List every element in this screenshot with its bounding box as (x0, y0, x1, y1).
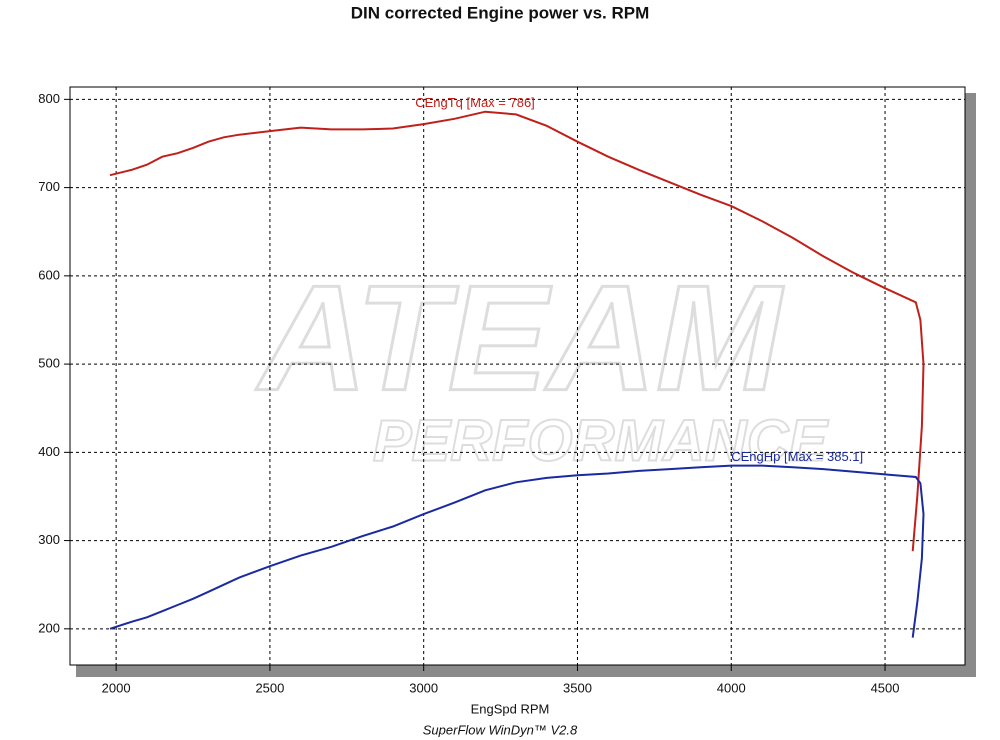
x-tick-label: 3500 (563, 680, 592, 695)
x-tick-label: 4000 (717, 680, 746, 695)
series-label: CEngTq [Max = 786] (415, 95, 535, 110)
y-tick-label: 300 (38, 532, 60, 547)
footer: SuperFlow WinDyn™ V2.8 (423, 722, 578, 737)
x-tick-label: 2500 (255, 680, 284, 695)
chart-title: DIN corrected Engine power vs. RPM (351, 3, 650, 22)
watermark: ATEAM PERFORMANCE (253, 252, 830, 474)
series-line (109, 464, 925, 638)
watermark-text: ATEAM (255, 254, 784, 422)
y-tick-label: 400 (38, 444, 60, 459)
y-tick-label: 200 (38, 620, 60, 635)
x-tick-label: 4500 (871, 680, 900, 695)
y-tick-label: 600 (38, 267, 60, 282)
series-label: CEngHp [Max = 385.1] (731, 449, 863, 464)
series-line (109, 110, 925, 552)
x-tick-label: 2000 (102, 680, 131, 695)
x-tick-label: 3000 (409, 680, 438, 695)
y-tick-label: 800 (38, 91, 60, 106)
x-axis-label: EngSpd RPM (471, 701, 550, 716)
y-tick-label: 700 (38, 179, 60, 194)
y-tick-label: 500 (38, 356, 60, 371)
watermark-text: PERFORMANCE (373, 408, 830, 473)
plot-area (69, 86, 966, 666)
